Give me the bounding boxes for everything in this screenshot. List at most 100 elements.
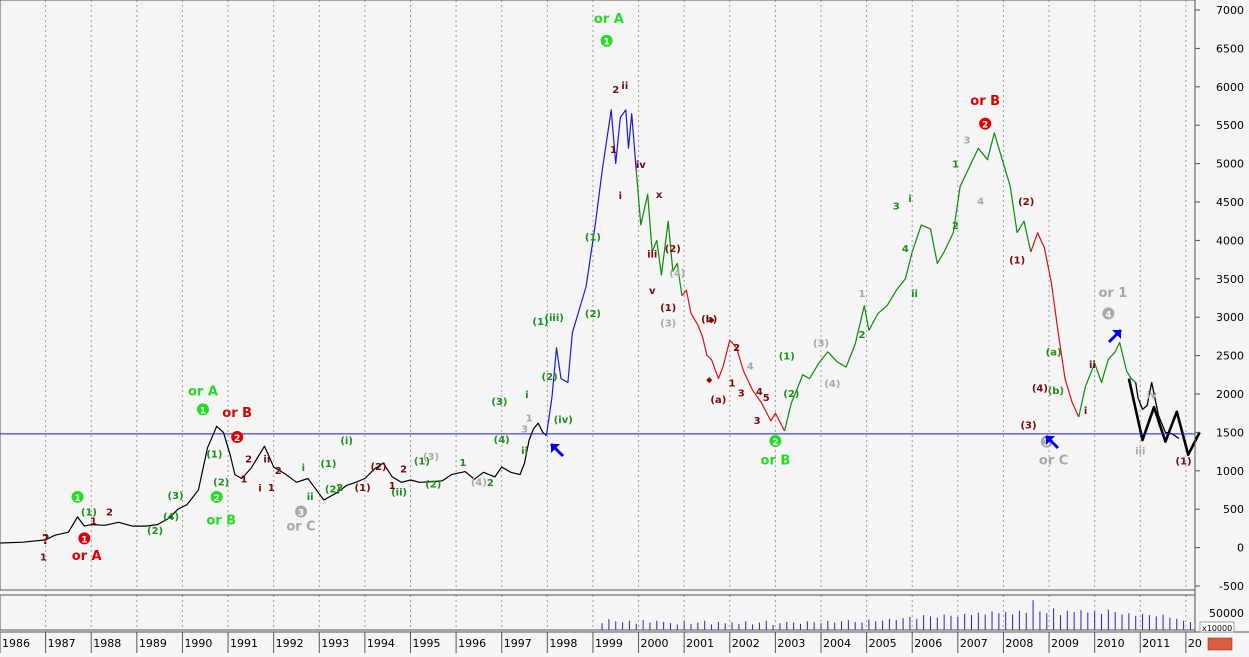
wave-label-maroon: 2	[275, 466, 282, 477]
wave-label-maroon: 3	[754, 416, 761, 427]
wave-label-maroon: (1)	[1176, 457, 1192, 468]
y-tick-label: 1500	[1216, 426, 1244, 439]
wave-label-green: i	[525, 390, 528, 401]
volume-bars	[601, 600, 1191, 630]
x-tick-label: 1988	[93, 637, 121, 650]
x-tick-label: 2007	[960, 637, 988, 650]
wave-label-maroon: (a)	[710, 395, 726, 406]
wave-label-maroon: 2	[612, 85, 619, 96]
y-tick-label: 6000	[1216, 81, 1244, 94]
volume-units-box	[1199, 621, 1235, 633]
x-tick-label: 1987	[48, 637, 76, 650]
arrow-nw-icon-head	[551, 444, 560, 453]
wave-label-green: (1)	[532, 317, 548, 328]
wave-label-green: ii	[911, 289, 918, 300]
wave-label-maroon: 1	[241, 474, 248, 485]
circled-wave-number: 1	[74, 494, 80, 504]
volume-tick-label: 50000	[1209, 607, 1244, 620]
circled-wave-number: 2	[234, 434, 240, 444]
y-tick-label: 4000	[1216, 234, 1244, 247]
wave-label-green: 1	[459, 458, 466, 469]
wave-label-green: (1)	[779, 351, 795, 362]
wave-label-gray: 3	[521, 424, 528, 435]
wave-label-gray: 3	[963, 136, 970, 147]
x-tick-label: 1986	[2, 637, 30, 650]
wave-label-green: ii	[307, 492, 314, 503]
wave-label-maroon: (4)	[1032, 384, 1048, 395]
wave-label-green: (ii)	[391, 487, 407, 498]
y-tick-label: 0	[1237, 542, 1244, 555]
x-tick-label: 2009	[1051, 637, 1079, 650]
wave-label-green: (2)	[542, 372, 558, 383]
wave-label-maroon: 1	[729, 378, 736, 389]
wave-label-gray: (3)	[423, 452, 439, 463]
x-tick-label: 1994	[367, 637, 395, 650]
wave-label-maroon: 2	[245, 454, 252, 465]
wave-label-gray: (3)	[660, 318, 676, 329]
y-tick-label: 1000	[1216, 465, 1244, 478]
wave-label-maroon: (2)	[371, 462, 387, 473]
wave-label-green: 3	[893, 202, 900, 213]
wave-label-green: 2	[952, 221, 959, 232]
degree-alternate-label: or A	[72, 549, 102, 564]
x-tick-label: 2000	[641, 637, 669, 650]
x-tick-label: 1992	[276, 637, 304, 650]
price-series-line	[783, 132, 1032, 432]
wave-label-green: (4)	[494, 435, 510, 446]
wave-label-green: i	[908, 194, 911, 205]
circled-wave-number: 4	[1105, 310, 1111, 320]
x-tick-label: 1995	[412, 637, 440, 650]
price-series	[0, 109, 1201, 544]
degree-alternate-label: or A	[188, 385, 218, 400]
wave-label-maroon: 1	[610, 145, 617, 156]
y-tick-label: 6500	[1216, 42, 1244, 55]
price-series-line	[1127, 378, 1201, 457]
wave-label-maroon: x	[656, 190, 663, 201]
arrow-nw-icon-head	[1046, 436, 1055, 445]
wave-label-gray: (4)	[471, 477, 487, 488]
wave-label-green: (b)	[1048, 386, 1064, 397]
wave-label-green: ii	[521, 446, 528, 457]
x-tick-label: 1990	[184, 637, 212, 650]
wave-label-gray: iii	[1135, 447, 1145, 458]
circled-wave-number-icon	[210, 490, 223, 503]
diamond-marker-icon	[708, 317, 715, 324]
wave-label-green: (3)	[168, 491, 184, 502]
wave-label-green: (iv)	[554, 415, 573, 426]
wave-label-maroon: 3	[738, 388, 745, 399]
wave-label-green: (2)	[425, 480, 441, 491]
question-mark-label: ?	[42, 533, 50, 548]
wave-label-maroon: 2	[733, 343, 740, 354]
price-series-line	[1078, 341, 1137, 418]
y-tick-label: 2000	[1216, 388, 1244, 401]
circled-wave-number-icon	[78, 532, 91, 545]
wave-label-green: (1)	[585, 232, 601, 243]
circled-wave-number: 2	[214, 494, 220, 504]
wave-label-maroon: 5	[763, 393, 770, 404]
wave-label-gray: (3)	[813, 338, 829, 349]
y-tick-label: 4500	[1216, 196, 1244, 209]
circled-wave-number: 3	[298, 509, 304, 519]
y-tick-label: 500	[1223, 503, 1244, 516]
circled-wave-number-icon	[1102, 307, 1115, 320]
circled-wave-number: 1	[81, 535, 87, 545]
direction-arrows	[549, 328, 1123, 458]
wave-label-maroon: 1	[389, 481, 396, 492]
wave-labels: (1)(2)(3)(4)(1)(2)iii(1)(2)2(i)(ii)(1)(2…	[40, 12, 1192, 564]
wave-label-maroon: 4	[756, 387, 763, 398]
x-tick-label: 2008	[1005, 637, 1033, 650]
degree-alternate-label: or C	[1039, 454, 1068, 469]
circled-wave-number: 1	[200, 406, 206, 416]
wave-label-maroon: (3)	[1020, 421, 1036, 432]
diamond-marker-icon	[706, 377, 713, 384]
price-series-line	[635, 171, 683, 296]
y-tick-label: 5500	[1216, 119, 1244, 132]
wave-label-green: (i)	[340, 436, 353, 447]
circled-wave-number-icon	[295, 505, 308, 518]
wave-label-green: (a)	[1046, 348, 1062, 359]
wave-label-green: (2)	[213, 477, 229, 488]
wave-label-maroon: i	[619, 191, 622, 202]
wave-label-maroon: ii	[263, 454, 270, 465]
